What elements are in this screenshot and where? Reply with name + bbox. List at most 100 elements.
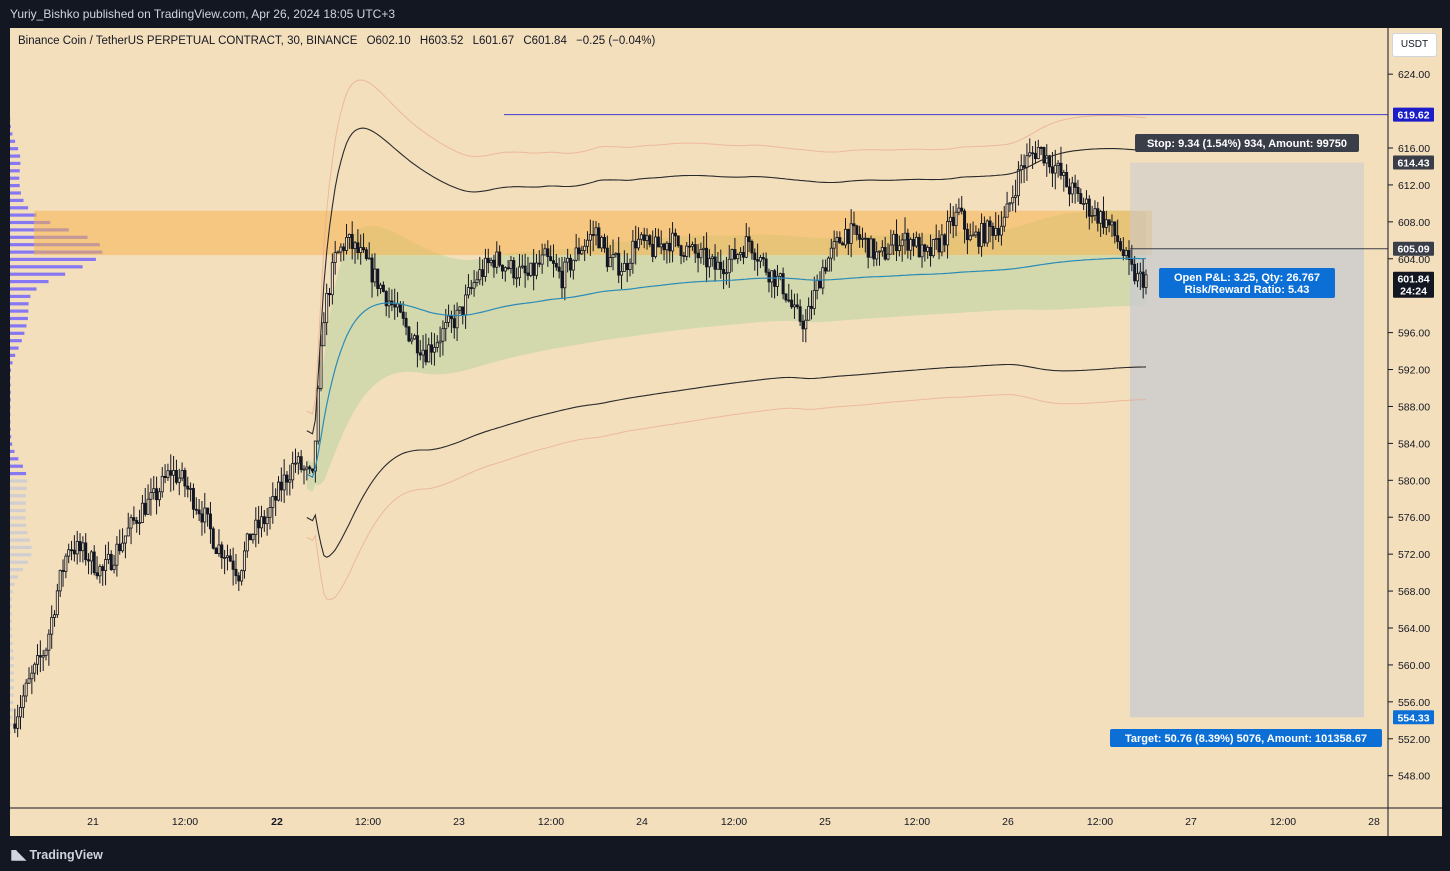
candle: [557, 257, 561, 279]
candle: [551, 244, 555, 278]
candle: [948, 203, 952, 234]
candle-body: [469, 287, 473, 289]
candle-body: [1087, 198, 1091, 217]
candle-body: [36, 655, 40, 665]
legend-close: C601.84: [523, 35, 567, 47]
candle-body: [912, 239, 916, 247]
candle-body: [163, 475, 167, 479]
lower-band-far: [306, 394, 1147, 601]
candle: [449, 310, 453, 334]
candle-body: [78, 541, 82, 552]
candle-body: [330, 262, 334, 296]
volume-profile-bar: [10, 582, 15, 586]
volume-profile-bar: [10, 390, 11, 394]
candle-body: [104, 559, 108, 571]
target-annotation-box[interactable]: [1110, 729, 1382, 747]
target-zone[interactable]: [1130, 248, 1364, 718]
volume-profile-bar: [10, 361, 13, 365]
candle: [350, 221, 354, 260]
candle-body: [963, 210, 967, 230]
volume-profile-bar: [10, 220, 51, 225]
candle-body: [662, 243, 666, 251]
candle: [189, 482, 193, 502]
pnl-annotation-box[interactable]: [1159, 268, 1335, 298]
candle: [804, 308, 808, 343]
stop-zone[interactable]: [1130, 162, 1364, 249]
candle-body: [1135, 273, 1139, 282]
candle-body: [101, 566, 105, 571]
candle-body: [693, 244, 697, 254]
candle-body: [398, 303, 402, 313]
candle-body: [1065, 172, 1069, 188]
volume-profile-bar: [10, 472, 27, 476]
candle: [356, 229, 360, 260]
candle-body: [974, 231, 978, 236]
candle-body: [1076, 187, 1080, 194]
candle-body: [1121, 249, 1125, 256]
candle-body: [1008, 202, 1012, 205]
candle-body: [415, 335, 419, 354]
candle-body: [557, 266, 561, 272]
candle-body: [588, 234, 592, 241]
candle-body: [1011, 197, 1015, 204]
candle-body: [841, 242, 845, 246]
candle: [994, 212, 998, 241]
volume-profile-bar: [10, 206, 29, 210]
candle: [852, 211, 856, 236]
candle-body: [282, 474, 286, 491]
candle-body: [498, 251, 502, 266]
candle: [140, 494, 144, 524]
tradingview-logo-icon: ▮◣: [10, 846, 27, 862]
candle: [503, 266, 507, 282]
candle: [242, 541, 246, 579]
volume-profile-bar: [10, 191, 21, 195]
candle: [954, 203, 958, 237]
candle-body: [980, 222, 984, 247]
candle: [574, 233, 578, 262]
candle: [656, 228, 660, 248]
upper-band: [306, 127, 1147, 435]
candle: [580, 245, 584, 256]
tradingview-logo[interactable]: ▮◣ TradingView: [10, 846, 103, 863]
candle-body: [611, 254, 615, 258]
volume-profile-bar: [10, 604, 12, 609]
candle-body: [265, 516, 269, 525]
volume-profile-bar: [10, 302, 29, 306]
candle-body: [1107, 219, 1111, 226]
candle: [843, 218, 847, 249]
candle: [276, 476, 280, 502]
candle-body: [1070, 182, 1074, 195]
candle-body: [174, 470, 178, 483]
stop-annotation-box[interactable]: [1135, 134, 1359, 152]
candle: [761, 252, 765, 267]
volume-profile-bar: [10, 641, 13, 645]
candle: [716, 252, 720, 270]
legend-high: H603.52: [419, 35, 464, 47]
candle-body: [208, 513, 212, 530]
candle-body: [591, 234, 595, 236]
y-tick-label: 564.00: [1398, 623, 1430, 635]
x-tick-label: 12:00: [172, 816, 198, 828]
volume-profile-bar: [10, 590, 13, 594]
candle: [87, 553, 91, 575]
currency-button[interactable]: USDT: [1392, 33, 1437, 57]
candle-body: [560, 270, 564, 289]
candle-body: [897, 245, 901, 252]
volume-profile-bar: [10, 147, 19, 151]
candle: [563, 256, 567, 301]
candle: [228, 548, 232, 563]
candle-body: [1130, 259, 1134, 265]
volume-profile-bar: [10, 169, 20, 173]
candle-body: [869, 238, 873, 258]
candle: [914, 231, 918, 248]
candle-body: [500, 264, 504, 272]
candle: [980, 213, 984, 257]
candle: [489, 257, 493, 267]
symbol-legend[interactable]: Binance Coin / TetherUS PERPETUAL CONTRA…: [18, 35, 661, 47]
candle: [75, 530, 79, 565]
candle-body: [946, 221, 950, 246]
candle-body: [302, 468, 306, 471]
candle: [126, 512, 130, 537]
volume-profile-bar: [10, 723, 12, 727]
